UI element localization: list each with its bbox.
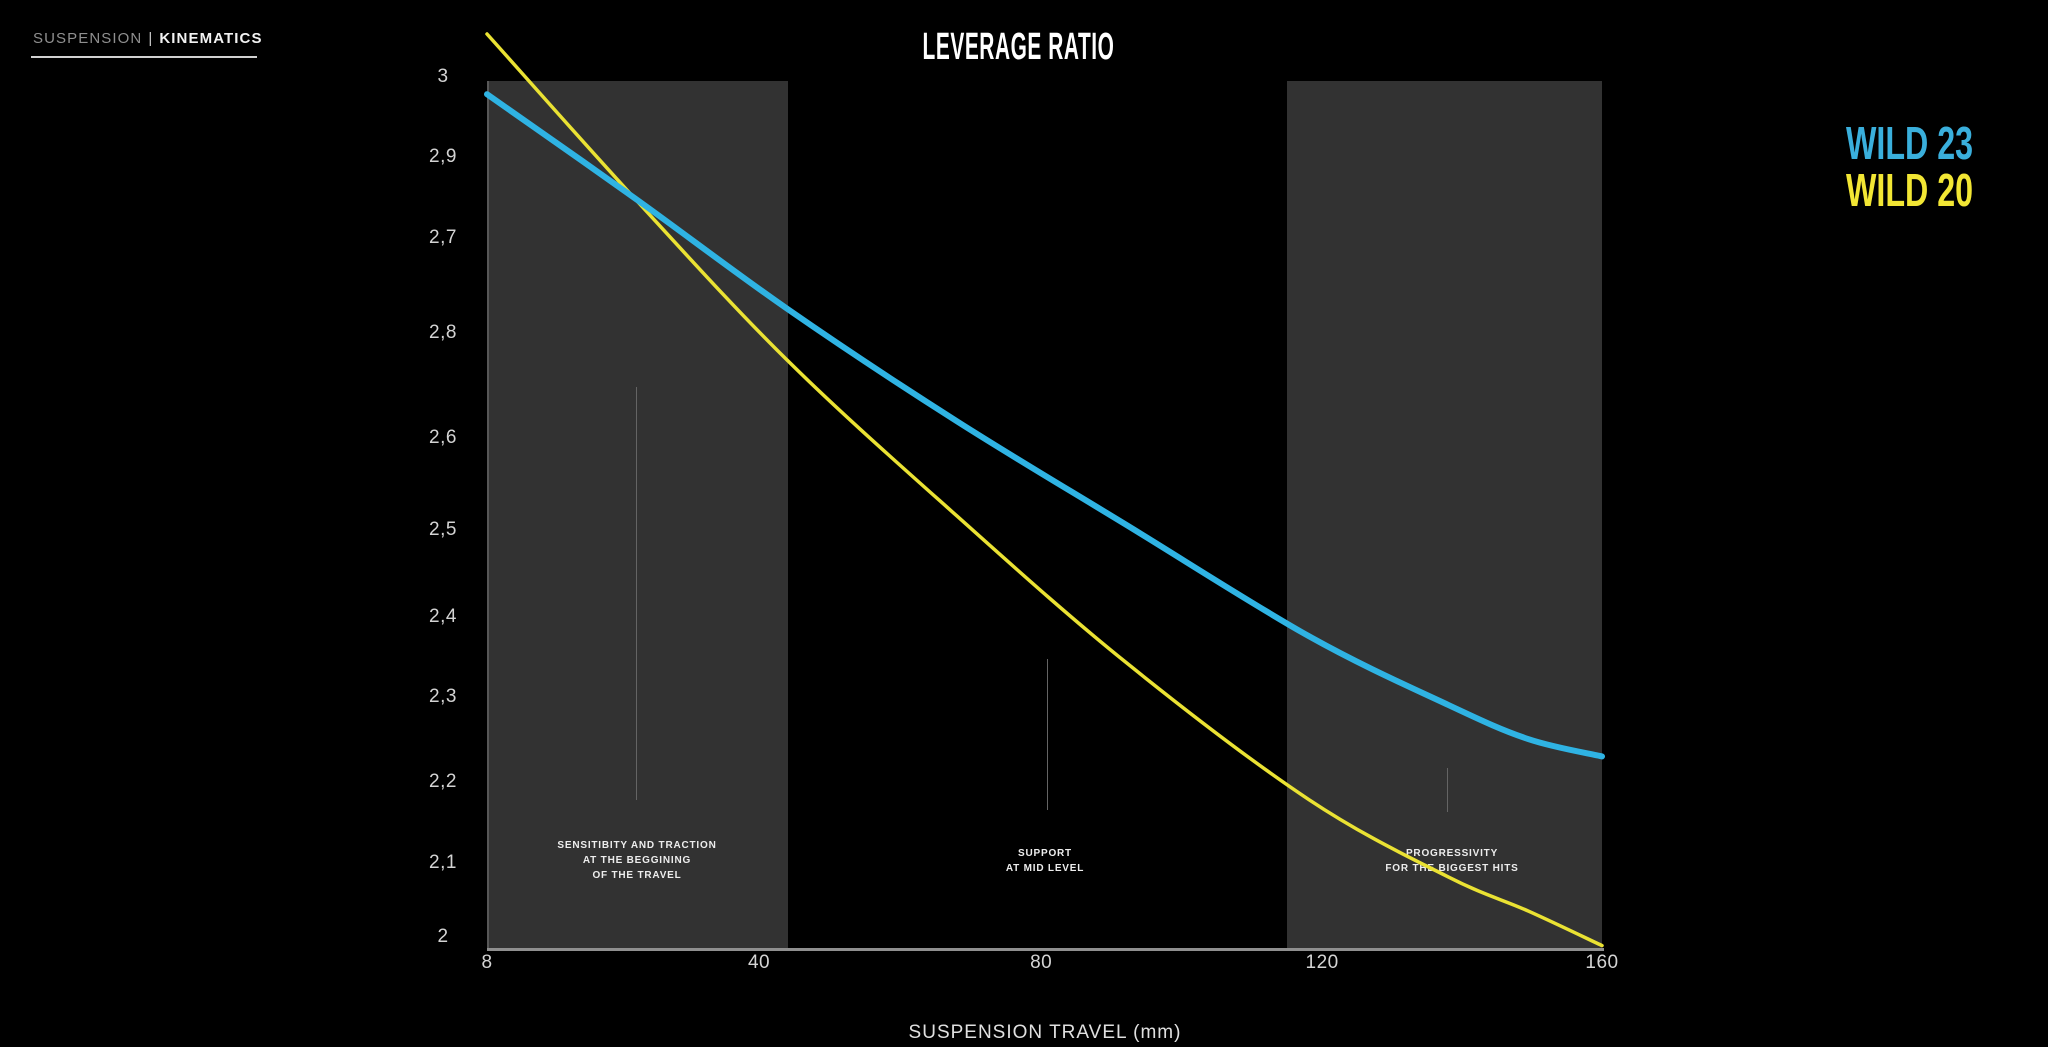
x-tick-label: 120 xyxy=(1305,952,1339,973)
header-suspension-label: SUSPENSION xyxy=(33,30,143,47)
y-tick-label: 3 xyxy=(437,66,449,87)
annotation-text: PROGRESSIVITY FOR THE BIGGEST HITS xyxy=(1252,846,1652,876)
y-tick-label: 2,8 xyxy=(429,322,457,344)
plot-area xyxy=(487,81,1602,948)
header-underline xyxy=(31,56,257,58)
y-tick-label: 2,6 xyxy=(429,427,457,449)
annotation-line: OF THE TRAVEL xyxy=(592,870,682,881)
breadcrumb: SUSPENSION | KINEMATICS xyxy=(31,30,263,58)
annotation-line: AT THE BEGGINING xyxy=(582,855,692,866)
annotation-line: SUPPORT xyxy=(1018,848,1072,859)
annotation-line: AT MID LEVEL xyxy=(1005,863,1085,874)
y-tick-label: 2,3 xyxy=(429,686,457,708)
x-axis-title: SUSPENSION TRAVEL (mm) xyxy=(487,1022,1603,1044)
y-tick-label: 2,9 xyxy=(429,145,457,167)
legend-label-wild-20: WILD 20 xyxy=(1846,164,1974,216)
annotation-marker-line xyxy=(1447,768,1448,812)
x-axis-title-text: SUSPENSION TRAVEL (mm) xyxy=(908,1022,1182,1043)
annotation-line: PROGRESSIVITY xyxy=(1405,848,1499,859)
highlight-band-beginning-of-travel xyxy=(487,81,788,948)
legend-label-wild-23: WILD 23 xyxy=(1846,117,1974,169)
y-tick-label: 2,2 xyxy=(429,771,457,793)
y-tick-label: 2,1 xyxy=(429,852,457,874)
annotation-text: SUPPORT AT MID LEVEL xyxy=(845,846,1245,876)
chart-title: LEVERAGE RATIO xyxy=(460,26,1576,69)
y-axis-line xyxy=(487,81,489,948)
annotation-marker-line xyxy=(636,387,637,800)
chart-legend: WILD 23 WILD 20 xyxy=(1846,120,2027,214)
header-separator: | xyxy=(148,30,154,47)
x-tick-label: 40 xyxy=(747,952,771,973)
annotation-line: SENSITIBITY AND TRACTION xyxy=(557,840,717,851)
x-tick-label: 8 xyxy=(481,952,493,973)
x-tick-label: 80 xyxy=(1030,952,1053,973)
annotation-text: SENSITIBITY AND TRACTION AT THE BEGGINING… xyxy=(437,838,837,883)
chart-title-text: LEVERAGE RATIO xyxy=(922,26,1114,68)
legend-item-wild-20: WILD 20 xyxy=(1846,167,2027,214)
highlight-band-biggest-hits xyxy=(1286,81,1602,948)
annotation-marker-line xyxy=(1047,659,1048,810)
y-tick-label: 2,7 xyxy=(429,226,457,248)
y-tick-label: 2 xyxy=(437,926,449,947)
x-axis-line xyxy=(487,948,1604,951)
x-tick-label: 160 xyxy=(1585,952,1619,973)
legend-item-wild-23: WILD 23 xyxy=(1846,120,2027,167)
header-kinematics-label: KINEMATICS xyxy=(159,30,263,47)
y-tick-label: 2,5 xyxy=(429,519,457,541)
y-tick-label: 2,4 xyxy=(429,606,457,628)
annotation-line: FOR THE BIGGEST HITS xyxy=(1385,863,1519,874)
